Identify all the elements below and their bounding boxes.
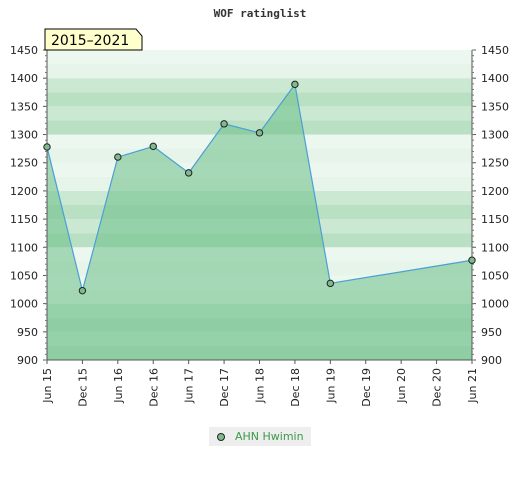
x-tick-label: Jun 21 xyxy=(466,368,479,404)
data-point xyxy=(468,256,476,264)
data-point xyxy=(291,80,299,89)
y-tick-label-right: 1350 xyxy=(481,100,509,113)
y-tick-label-left: 1350 xyxy=(10,100,38,113)
x-tick-label: Dec 16 xyxy=(147,368,160,407)
y-axis-right: 900 950 1000 1050 1100 1150 1200 1250 1300 1350 14… xyxy=(472,44,509,367)
period-badge: 2015–2021 xyxy=(44,28,143,51)
series-line xyxy=(46,82,473,291)
y-tick-label-left: 1250 xyxy=(10,157,38,170)
data-point xyxy=(326,279,335,288)
y-tick-label-right: 1250 xyxy=(481,157,509,170)
legend: AHN Hwimin xyxy=(209,427,311,446)
x-tick-label: Jun 15 xyxy=(41,368,54,404)
y-tick-label-left: 1450 xyxy=(10,44,38,57)
data-point xyxy=(114,153,122,161)
data-point xyxy=(184,169,193,177)
y-tick-label-left: 1100 xyxy=(10,241,38,254)
x-tick-label: Jun 20 xyxy=(395,368,408,404)
x-tick-label: Dec 17 xyxy=(218,368,231,407)
data-point xyxy=(43,143,51,151)
grid-band xyxy=(47,64,472,79)
data-point xyxy=(149,142,157,151)
period-badge-label: 2015–2021 xyxy=(51,33,129,49)
grid-band xyxy=(47,106,472,121)
y-tick-label-right: 1050 xyxy=(481,269,509,282)
y-tick-label-left: 900 xyxy=(17,354,38,367)
y-tick-label-left: 1400 xyxy=(10,72,38,85)
series-area xyxy=(47,84,472,360)
y-tick-label-left: 1150 xyxy=(10,213,38,226)
y-tick-label-left: 950 xyxy=(17,326,38,339)
y-tick-label-left: 1050 xyxy=(10,269,38,282)
x-tick-label: Dec 18 xyxy=(289,368,302,407)
y-tick-label-left: 1000 xyxy=(10,298,38,311)
chart-title: WOF ratinglist xyxy=(214,7,307,20)
grid-band xyxy=(47,120,472,135)
x-axis: Jun 15 Dec 15 Jun 16 Dec 16 Jun 17 Dec 17 Jun … xyxy=(41,360,479,407)
y-tick-label-right: 1100 xyxy=(481,241,509,254)
data-point xyxy=(78,286,87,295)
y-axis-left: 900 950 1000 1050 1100 1150 1200 1250 1300 1350 14… xyxy=(10,44,47,367)
data-point xyxy=(220,120,228,128)
x-tick-label: Jun 17 xyxy=(183,368,196,404)
y-tick-label-right: 900 xyxy=(481,354,502,367)
y-tick-label-right: 950 xyxy=(481,326,502,339)
y-tick-label-right: 1000 xyxy=(481,298,509,311)
grid-band xyxy=(47,78,472,93)
y-tick-label-right: 1450 xyxy=(481,44,509,57)
x-tick-label: Jun 16 xyxy=(112,368,125,404)
x-tick-label: Jun 19 xyxy=(324,368,337,404)
grid-band xyxy=(47,92,472,107)
x-tick-label: Dec 19 xyxy=(360,368,373,407)
y-tick-label-left: 1200 xyxy=(10,185,38,198)
area-layer xyxy=(46,82,473,360)
x-tick-label: Jun 18 xyxy=(254,368,267,404)
legend-marker-icon xyxy=(217,432,225,441)
y-tick-label-right: 1300 xyxy=(481,129,509,142)
grid-band xyxy=(47,50,472,65)
y-tick-label-right: 1200 xyxy=(481,185,509,198)
data-markers xyxy=(43,80,476,295)
y-tick-label-right: 1150 xyxy=(481,213,509,226)
x-tick-label: Dec 20 xyxy=(431,368,444,407)
data-point xyxy=(255,129,264,137)
legend-series-label: AHN Hwimin xyxy=(235,430,304,443)
x-tick-label: Dec 15 xyxy=(76,368,89,407)
y-tick-label-right: 1400 xyxy=(481,72,509,85)
y-tick-label-left: 1300 xyxy=(10,129,38,142)
